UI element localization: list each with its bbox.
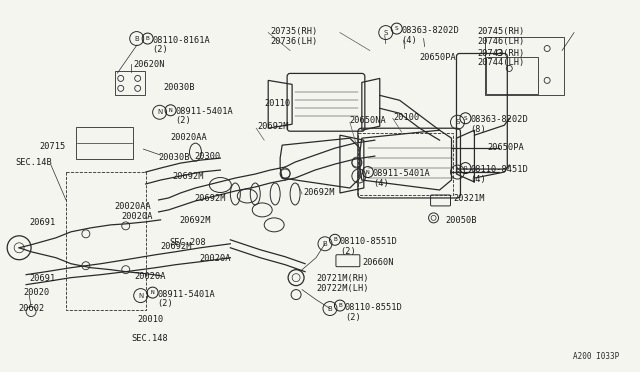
Text: S: S: [455, 119, 460, 125]
Text: 20692M: 20692M: [173, 172, 204, 181]
Text: S: S: [383, 30, 388, 36]
Text: 20650PA: 20650PA: [420, 52, 456, 61]
Text: 20743(RH): 20743(RH): [477, 48, 525, 58]
Text: 20744(LH): 20744(LH): [477, 58, 525, 67]
Text: B: B: [328, 305, 332, 311]
Text: 20692M: 20692M: [195, 194, 226, 203]
Text: 20020AA: 20020AA: [171, 133, 207, 142]
Text: N: N: [151, 290, 154, 295]
Text: (2): (2): [157, 299, 173, 308]
Text: 20691: 20691: [29, 274, 55, 283]
Text: B: B: [323, 241, 327, 247]
Text: 20050B: 20050B: [445, 216, 477, 225]
Text: 08363-8202D: 08363-8202D: [402, 26, 460, 35]
Text: 08363-8202D: 08363-8202D: [470, 115, 528, 124]
Text: B: B: [146, 36, 150, 41]
Text: 20692M: 20692M: [161, 242, 192, 251]
Text: 20746(LH): 20746(LH): [477, 36, 525, 45]
Text: (2): (2): [340, 247, 356, 256]
Text: (2): (2): [152, 45, 168, 54]
Text: 08110-8551D: 08110-8551D: [340, 237, 397, 246]
Text: 08110-8161A: 08110-8161A: [152, 36, 211, 45]
Text: R: R: [463, 166, 467, 171]
Text: (4): (4): [402, 36, 417, 45]
Text: 20736(LH): 20736(LH): [270, 36, 317, 45]
Text: (2): (2): [175, 116, 191, 125]
Text: 20691: 20691: [29, 218, 55, 227]
Text: 20020A: 20020A: [122, 212, 153, 221]
Text: (4): (4): [373, 179, 388, 188]
Text: S: S: [463, 116, 467, 121]
Text: 20650NA: 20650NA: [349, 116, 386, 125]
Text: 20745(RH): 20745(RH): [477, 26, 525, 36]
Text: 20650PA: 20650PA: [488, 143, 524, 152]
Text: SEC.148: SEC.148: [132, 334, 168, 343]
Text: S: S: [395, 26, 399, 31]
Text: 20602: 20602: [18, 304, 44, 312]
Text: SEC.208: SEC.208: [170, 238, 206, 247]
Text: B: B: [338, 303, 342, 308]
Text: 20715: 20715: [39, 142, 65, 151]
Text: 20020: 20020: [23, 288, 49, 296]
Text: 20735(RH): 20735(RH): [270, 26, 317, 36]
Text: 20692M: 20692M: [257, 122, 289, 131]
Text: 20020A: 20020A: [200, 254, 231, 263]
Text: B: B: [333, 237, 337, 242]
Text: 20722M(LH): 20722M(LH): [316, 283, 369, 293]
Text: 20110: 20110: [264, 99, 291, 108]
Text: SEC.14B: SEC.14B: [15, 158, 52, 167]
Text: 20660N: 20660N: [363, 258, 394, 267]
Text: 08911-5401A: 08911-5401A: [157, 290, 215, 299]
Text: 08110-8451D: 08110-8451D: [470, 165, 528, 174]
Text: 20030B: 20030B: [164, 83, 195, 92]
Text: N: N: [138, 293, 143, 299]
Text: (4): (4): [470, 175, 486, 184]
Text: N: N: [366, 170, 370, 174]
Text: (8): (8): [470, 125, 486, 134]
Text: 20321M: 20321M: [454, 194, 485, 203]
Text: 20100: 20100: [394, 113, 420, 122]
Text: 20692M: 20692M: [303, 188, 335, 197]
Text: N: N: [169, 108, 172, 113]
Text: 08110-8551D: 08110-8551D: [345, 302, 403, 312]
Text: A200 I033P: A200 I033P: [573, 352, 619, 361]
Text: N: N: [356, 173, 362, 179]
Text: 08911-5401A: 08911-5401A: [175, 107, 234, 116]
Text: 20020AA: 20020AA: [115, 202, 152, 211]
Text: R: R: [455, 169, 460, 175]
Text: 20721M(RH): 20721M(RH): [316, 274, 369, 283]
Text: 20030B: 20030B: [159, 153, 190, 162]
Text: N: N: [157, 109, 162, 115]
Text: 08911-5401A: 08911-5401A: [373, 169, 431, 178]
Text: (2): (2): [345, 312, 361, 321]
Text: 20010: 20010: [138, 314, 164, 324]
Text: B: B: [134, 36, 139, 42]
Text: 20020A: 20020A: [134, 272, 166, 281]
Text: 20300: 20300: [195, 152, 221, 161]
Text: 20620N: 20620N: [134, 61, 165, 70]
Text: 20692M: 20692M: [180, 216, 211, 225]
